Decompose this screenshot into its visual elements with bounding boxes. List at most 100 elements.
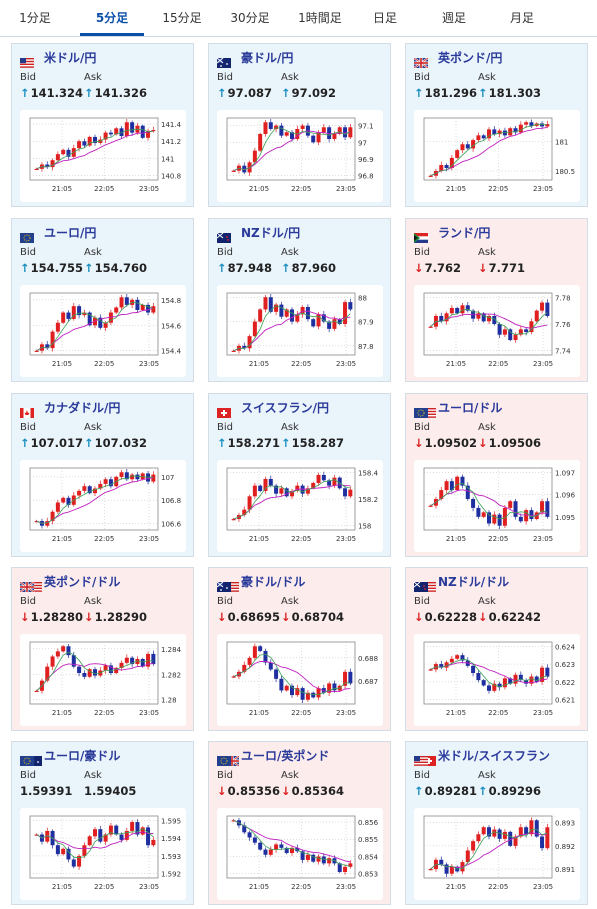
y-tick-label: 1.097: [555, 469, 575, 477]
tab-日足[interactable]: 日足: [372, 11, 397, 25]
pair-name[interactable]: 豪ドル/円: [241, 51, 294, 65]
candle: [279, 304, 284, 317]
mini-chart[interactable]: 158.4 158.2 158 21:05 22:05 23:05: [217, 460, 383, 552]
plot-area: [226, 815, 356, 879]
candle: [439, 490, 444, 499]
pair-name[interactable]: ユーロ/円: [44, 226, 97, 240]
tab-1時間足[interactable]: 1時間足: [298, 11, 342, 25]
y-tick-label: 97.1: [358, 123, 374, 131]
candle: [460, 305, 465, 314]
pair-name[interactable]: スイスフラン/円: [241, 401, 330, 415]
mini-chart[interactable]: 7.78 7.76 7.74 21:05 22:05 23:05: [414, 285, 580, 377]
bid-value: ↓7.762: [414, 261, 462, 275]
pair-name[interactable]: 英ポンド/ドル: [44, 575, 121, 589]
rate-card[interactable]: 米ドル/スイスフラン Bid Ask ↑0.89281 ↑0.89296 0.8…: [405, 741, 588, 905]
tab-15分足[interactable]: 15分足: [162, 11, 202, 25]
x-tick-label: 22:05: [291, 185, 311, 193]
tab-5分足[interactable]: 5分足: [80, 0, 144, 36]
candle: [146, 304, 151, 313]
candle: [34, 521, 39, 523]
rate-card[interactable]: 英ポンド/ドル Bid Ask ↓1.28280 ↓1.28290 1.284 1…: [11, 567, 194, 731]
candlestick-chart: 158.4 158.2 158 21:05 22:05 23:05: [226, 467, 379, 543]
candle: [66, 497, 71, 505]
pair-name[interactable]: ユーロ/英ポンド: [241, 749, 330, 763]
rate-card[interactable]: ユーロ/英ポンド Bid Ask ↓0.85356 ↓0.85364 0.856…: [208, 741, 391, 905]
down-arrow-icon: ↓: [281, 610, 291, 624]
rate-card[interactable]: ユーロ/豪ドル Bid Ask 1.59391 1.59405 1.595 1.5…: [11, 741, 194, 905]
rate-card[interactable]: 豪ドル/ドル Bid Ask ↓0.68695 ↓0.68704 0.688 0.…: [208, 567, 391, 731]
x-tick-label: 23:05: [336, 883, 356, 891]
rate-card[interactable]: NZドル/円 Bid Ask ↑87.948 ↑87.960 88 87.9 87.…: [208, 218, 391, 382]
y-tick-label: 140.8: [161, 173, 181, 181]
mini-chart[interactable]: 0.688 0.687 21:05 22:05 23:05: [217, 634, 383, 726]
rate-card[interactable]: 米ドル/円 Bid Ask ↑141.324 ↑141.326 141.4 141…: [11, 43, 194, 207]
rate-card[interactable]: カナダドル/円 Bid Ask ↑107.017 ↑107.032 107 106…: [11, 393, 194, 557]
x-tick-label: 22:05: [291, 709, 311, 717]
candle: [524, 122, 529, 125]
candle: [513, 836, 518, 846]
candle: [428, 669, 433, 671]
candle: [55, 502, 60, 512]
rate-card[interactable]: NZドル/ドル Bid Ask ↓0.62228 ↓0.62242 0.624 0…: [405, 567, 588, 731]
rate-card[interactable]: ユーロ/ドル Bid Ask ↓1.09502 ↓1.09506 1.097 1.…: [405, 393, 588, 557]
mini-chart[interactable]: 0.893 0.892 0.891 21:05 22:05 23:05: [414, 808, 580, 900]
mini-chart[interactable]: 1.284 1.282 1.28 21:05 22:05 23:05: [20, 634, 186, 726]
pair-name[interactable]: NZドル/円: [241, 226, 301, 240]
candle: [103, 322, 108, 328]
y-tick-label: 180.5: [555, 168, 575, 176]
mini-chart[interactable]: 1.595 1.594 1.593 1.592 21:05 22:05 23:05: [20, 808, 186, 900]
pair-name[interactable]: 英ポンド/円: [438, 51, 503, 65]
mini-chart[interactable]: 154.8 154.6 154.4 21:05 22:05 23:05: [20, 285, 186, 377]
x-tick-label: 23:05: [533, 883, 553, 891]
candle: [61, 848, 66, 855]
rate-card[interactable]: ユーロ/円 Bid Ask ↑154.755 ↑154.760 154.8 154…: [11, 218, 194, 382]
tab-1分足[interactable]: 1分足: [19, 11, 51, 25]
ask-value: ↓7.771: [478, 261, 526, 275]
mini-chart[interactable]: 107 106.8 106.6 21:05 22:05 23:05: [20, 460, 186, 552]
mini-chart[interactable]: 88 87.9 87.8 21:05 22:05 23:05: [217, 285, 383, 377]
candle: [529, 122, 534, 126]
mini-chart[interactable]: 1.097 1.096 1.095 21:05 22:05 23:05: [414, 460, 580, 552]
mini-chart[interactable]: 181 180.5 21:05 22:05 23:05: [414, 110, 580, 202]
candle: [327, 683, 332, 693]
za-flag-icon: [414, 228, 428, 243]
pair-name[interactable]: NZドル/ドル: [438, 575, 510, 589]
pair-name[interactable]: ユーロ/豪ドル: [44, 749, 121, 763]
candle: [103, 132, 108, 140]
pair-name[interactable]: 米ドル/スイスフラン: [438, 749, 551, 763]
mini-chart[interactable]: 0.624 0.623 0.622 0.621 21:05 22:05 23:05: [414, 634, 580, 726]
y-tick-label: 1.592: [161, 871, 181, 879]
candle: [476, 135, 481, 141]
pair-name[interactable]: 米ドル/円: [44, 51, 97, 65]
x-tick-label: 22:05: [488, 535, 508, 543]
pair-name[interactable]: ランド/円: [438, 226, 491, 240]
y-tick-label: 0.622: [555, 679, 575, 687]
candle: [124, 657, 129, 663]
mini-chart[interactable]: 141.4 141.2 141 140.8 21:05 22:05 23:05: [20, 110, 186, 202]
candle: [108, 665, 113, 673]
tab-30分足[interactable]: 30分足: [230, 11, 270, 25]
candle: [487, 685, 491, 691]
candle: [497, 514, 502, 526]
x-tick-label: 23:05: [533, 185, 553, 193]
pair-name[interactable]: ユーロ/ドル: [438, 401, 503, 415]
candle: [343, 866, 348, 872]
candle: [540, 302, 545, 311]
candle: [460, 655, 465, 661]
rate-card[interactable]: スイスフラン/円 Bid Ask ↑158.271 ↑158.287 158.4…: [208, 393, 391, 557]
pair-name[interactable]: 豪ドル/ドル: [241, 575, 306, 589]
pair-name[interactable]: カナダドル/円: [44, 401, 121, 415]
tab-週足[interactable]: 週足: [441, 11, 466, 25]
candle: [497, 324, 502, 335]
rate-card[interactable]: 豪ドル/円 Bid Ask ↑97.087 ↑97.092 97.1 97 96.9…: [208, 43, 391, 207]
x-tick-label: 23:05: [139, 360, 159, 368]
candle: [305, 488, 310, 494]
rate-card[interactable]: ランド/円 Bid Ask ↓7.762 ↓7.771 7.78 7.76 7.74…: [405, 218, 588, 382]
rate-card[interactable]: 英ポンド/円 Bid Ask ↑181.296 ↑181.303 181 180.…: [405, 43, 588, 207]
tab-月足[interactable]: 月足: [509, 11, 534, 25]
candle: [140, 827, 145, 835]
mini-chart[interactable]: 97.1 97 96.9 96.8 21:05 22:05 23:05: [217, 110, 383, 202]
mini-chart[interactable]: 0.856 0.855 0.854 0.853 21:05 22:05 23:05: [217, 808, 383, 900]
x-tick-label: 23:05: [139, 185, 159, 193]
candle: [311, 692, 316, 698]
